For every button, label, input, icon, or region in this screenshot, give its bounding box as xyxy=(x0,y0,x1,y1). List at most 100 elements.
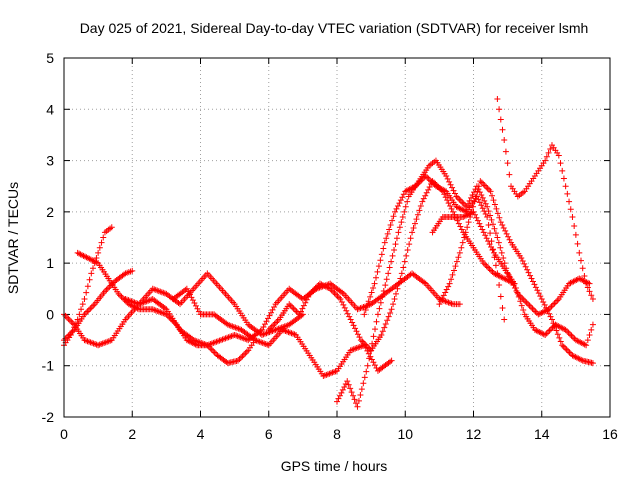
y-tick-label: 2 xyxy=(46,204,54,220)
data-point xyxy=(480,229,487,236)
data-point xyxy=(562,345,569,352)
data-point xyxy=(486,241,493,248)
data-point xyxy=(338,389,345,396)
data-point xyxy=(365,298,372,305)
data-point xyxy=(519,257,526,264)
data-point xyxy=(443,172,450,179)
data-point xyxy=(397,275,404,282)
data-point xyxy=(353,328,360,335)
data-point xyxy=(523,299,530,306)
data-point xyxy=(478,202,485,209)
data-point xyxy=(339,386,346,393)
data-point xyxy=(494,270,501,277)
data-point xyxy=(529,278,536,285)
data-point xyxy=(579,276,586,283)
data-point xyxy=(96,244,103,251)
data-point xyxy=(583,342,590,349)
data-point xyxy=(514,289,521,296)
data-point xyxy=(487,230,494,237)
series-arc10 xyxy=(429,208,596,349)
data-point xyxy=(558,324,565,331)
data-point xyxy=(436,301,443,308)
data-point xyxy=(589,296,596,303)
data-point xyxy=(240,351,247,358)
data-point xyxy=(458,244,465,251)
data-point xyxy=(398,270,405,277)
data-point xyxy=(370,285,377,292)
x-tick-label: 4 xyxy=(197,426,205,442)
data-point xyxy=(554,297,561,304)
data-point xyxy=(373,274,379,281)
data-point xyxy=(545,329,552,336)
data-point xyxy=(572,231,579,238)
data-point xyxy=(290,305,297,312)
data-point xyxy=(532,284,539,291)
data-point xyxy=(274,318,281,325)
data-point xyxy=(69,320,76,327)
data-point xyxy=(79,252,86,259)
data-point xyxy=(356,334,363,341)
data-point xyxy=(496,106,503,113)
data-point xyxy=(338,298,345,305)
data-point xyxy=(446,178,453,185)
data-point xyxy=(387,309,394,316)
data-point xyxy=(343,307,350,314)
data-point xyxy=(367,348,374,355)
data-point xyxy=(380,287,387,294)
data-point xyxy=(578,356,585,363)
data-point xyxy=(502,227,509,234)
data-point xyxy=(512,285,519,292)
data-point xyxy=(544,307,551,314)
data-point xyxy=(292,307,299,314)
data-point xyxy=(395,280,402,287)
data-point xyxy=(547,313,554,320)
data-point xyxy=(84,308,91,315)
data-point xyxy=(574,337,581,344)
data-point xyxy=(499,222,506,229)
data-point xyxy=(554,331,561,338)
data-point xyxy=(430,180,437,187)
data-point xyxy=(88,304,95,311)
data-point xyxy=(456,249,463,256)
data-point xyxy=(506,171,513,178)
data-point xyxy=(427,177,434,184)
data-point xyxy=(551,300,558,307)
data-point xyxy=(393,205,400,212)
data-point xyxy=(406,186,413,193)
data-point xyxy=(586,288,593,295)
data-point xyxy=(408,185,415,192)
data-point xyxy=(344,310,351,317)
data-point xyxy=(494,96,501,103)
data-point xyxy=(565,348,572,355)
data-point xyxy=(335,395,342,402)
data-point xyxy=(445,283,452,290)
data-point xyxy=(577,276,584,283)
data-point xyxy=(568,332,575,339)
data-point xyxy=(90,302,97,309)
data-point xyxy=(446,280,453,287)
data-point xyxy=(82,309,89,316)
data-point xyxy=(89,257,96,264)
data-point xyxy=(428,178,435,185)
data-point xyxy=(266,312,273,319)
data-point xyxy=(432,183,439,190)
data-point xyxy=(376,305,383,312)
data-point xyxy=(62,312,69,319)
data-point xyxy=(354,403,361,410)
data-point xyxy=(526,302,533,309)
data-point xyxy=(511,280,518,287)
data-point xyxy=(425,175,432,182)
data-point xyxy=(488,267,495,274)
data-point xyxy=(383,276,390,283)
data-point xyxy=(236,356,243,363)
data-point xyxy=(396,200,403,207)
data-point xyxy=(314,283,321,290)
data-point xyxy=(95,249,102,256)
data-point xyxy=(496,281,503,288)
data-point xyxy=(564,328,571,335)
data-point xyxy=(496,214,503,221)
data-point xyxy=(457,223,464,230)
data-point xyxy=(490,221,496,228)
data-point xyxy=(571,222,578,229)
